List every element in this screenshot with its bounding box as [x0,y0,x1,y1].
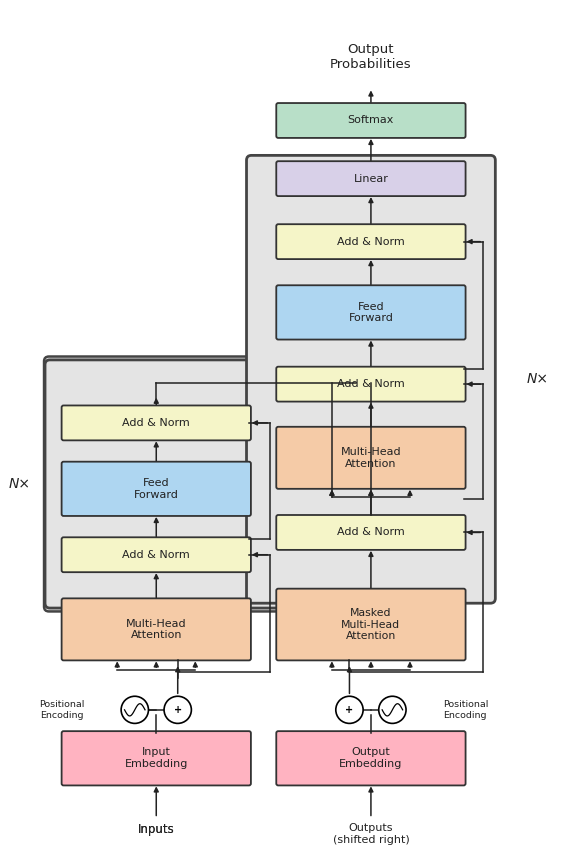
Text: Outputs
(shifted right): Outputs (shifted right) [332,824,409,845]
Text: Softmax: Softmax [348,116,394,126]
Text: Multi-Head
Attention: Multi-Head Attention [340,447,401,468]
FancyBboxPatch shape [276,162,466,196]
FancyBboxPatch shape [276,286,466,339]
Text: Linear: Linear [353,173,389,184]
FancyBboxPatch shape [54,373,278,594]
Text: Add & Norm: Add & Norm [337,379,405,389]
FancyBboxPatch shape [246,156,495,603]
Text: Inputs: Inputs [138,824,175,836]
FancyBboxPatch shape [276,589,466,660]
FancyBboxPatch shape [276,731,466,785]
Text: +: + [173,705,182,715]
Text: Inputs: Inputs [138,824,175,836]
Circle shape [164,696,191,723]
FancyBboxPatch shape [61,731,251,785]
FancyBboxPatch shape [276,224,466,259]
FancyBboxPatch shape [276,515,466,550]
Text: Add & Norm: Add & Norm [337,236,405,246]
Text: N×: N× [527,372,549,386]
Circle shape [379,696,406,723]
Text: Output
Embedding: Output Embedding [339,747,403,769]
FancyBboxPatch shape [61,537,251,572]
Text: Feed
Forward: Feed Forward [349,302,393,323]
FancyBboxPatch shape [276,366,466,401]
FancyBboxPatch shape [45,360,287,608]
FancyBboxPatch shape [61,462,251,516]
Text: N×: N× [8,477,30,491]
Text: Output
Probabilities: Output Probabilities [330,43,412,71]
Circle shape [121,696,148,723]
FancyBboxPatch shape [44,356,288,611]
Text: Add & Norm: Add & Norm [337,528,405,537]
Circle shape [336,696,363,723]
FancyBboxPatch shape [276,427,466,489]
Text: Add & Norm: Add & Norm [122,418,190,428]
Text: Masked
Multi-Head
Attention: Masked Multi-Head Attention [342,608,400,641]
Text: Positional
Encoding: Positional Encoding [39,700,84,720]
Text: +: + [346,705,354,715]
Text: Add & Norm: Add & Norm [122,550,190,560]
FancyBboxPatch shape [61,598,251,660]
FancyBboxPatch shape [61,405,251,440]
FancyBboxPatch shape [276,103,466,138]
Text: Feed
Forward: Feed Forward [134,478,179,500]
Text: Positional
Encoding: Positional Encoding [443,700,488,720]
Text: Multi-Head
Attention: Multi-Head Attention [126,619,187,640]
Text: Input
Embedding: Input Embedding [125,747,188,769]
